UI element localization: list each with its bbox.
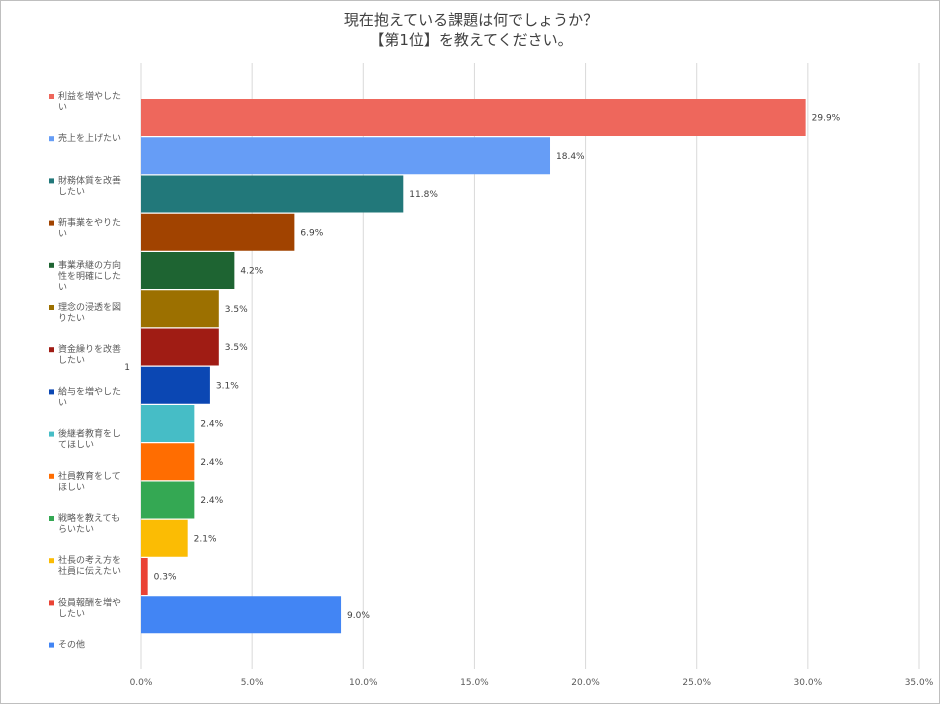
bar (141, 137, 551, 175)
legend-swatch (49, 220, 54, 226)
x-tick-label: 5.0% (241, 678, 264, 688)
bar-value-label: 11.8% (409, 190, 438, 200)
bar (141, 443, 195, 481)
legend-label: 事業承継の方向 (58, 259, 121, 271)
legend-label: てほしい (58, 440, 94, 451)
bar (141, 405, 195, 442)
legend-label: 財務体質を改善 (58, 174, 121, 186)
legend-swatch (49, 642, 54, 648)
legend: 利益を増やしたい売上を上げたい財務体質を改善したい新事業をやりたい事業承継の方向… (49, 90, 121, 651)
legend-label: らいたい (58, 524, 94, 535)
legend-label: 売上を上げたい (58, 132, 121, 144)
legend-swatch (49, 178, 54, 184)
legend-label: ほしい (58, 482, 85, 493)
legend-label: い (58, 230, 67, 240)
legend-label: その他 (58, 639, 85, 651)
chart-title-line-1: 現在抱えている課題は何でしょうか？ (344, 11, 598, 29)
legend-label: 性を明確にした (58, 270, 121, 282)
bar (141, 519, 188, 557)
bar-value-label: 2.4% (200, 458, 223, 468)
x-tick-label: 25.0% (682, 678, 711, 688)
legend-label: 理念の浸透を図 (58, 301, 121, 313)
bar-value-label: 18.4% (556, 152, 585, 162)
legend-label: したい (58, 608, 85, 619)
bar-value-label: 3.5% (225, 343, 248, 353)
bar (141, 213, 295, 251)
bar-value-label: 3.1% (216, 381, 239, 391)
legend-label: 戦略を教えても (58, 512, 120, 524)
category-axis-label: 1 (124, 363, 130, 373)
legend-label: 社長の考え方を (58, 554, 121, 566)
x-tick-label: 0.0% (130, 678, 153, 688)
x-tick-label: 10.0% (349, 678, 378, 688)
bar (141, 290, 219, 328)
legend-swatch (49, 94, 54, 99)
legend-swatch (49, 600, 54, 606)
bar-value-label: 2.4% (200, 496, 223, 506)
legend-label: 社員に伝えたい (58, 565, 121, 577)
bar (141, 99, 806, 136)
bar-value-label: 0.3% (154, 573, 177, 583)
legend-swatch (49, 516, 54, 521)
bar-value-label: 2.1% (194, 534, 217, 544)
bar (141, 252, 235, 289)
x-tick-label: 35.0% (905, 678, 934, 688)
bar-value-label: 4.2% (240, 267, 263, 277)
legend-label: 新事業をやりた (58, 217, 121, 229)
legend-label: 役員報酬を増や (58, 596, 121, 608)
bar-value-label: 3.5% (225, 305, 248, 315)
bar (141, 175, 404, 213)
chart-title-line-2: 【第1位】を教えてください。 (369, 31, 572, 49)
bar-value-label: 29.9% (812, 114, 841, 124)
legend-swatch (49, 431, 54, 437)
bar (141, 328, 219, 366)
legend-label: 給与を増やした (58, 385, 121, 397)
bar (141, 481, 195, 519)
legend-swatch (49, 389, 54, 395)
legend-label: 利益を増やした (58, 90, 121, 102)
legend-swatch (49, 262, 54, 268)
bar-value-label: 9.0% (347, 611, 370, 621)
bars (141, 99, 806, 634)
legend-swatch (49, 305, 54, 310)
bar (141, 596, 342, 634)
x-tick-label: 15.0% (460, 678, 489, 688)
legend-label: い (58, 103, 67, 113)
bar (141, 366, 210, 404)
legend-swatch (49, 136, 54, 142)
legend-label: 資金繰りを改善 (58, 343, 121, 355)
bar-value-label: 2.4% (200, 420, 223, 430)
legend-swatch (49, 347, 54, 353)
bar-value-label: 6.9% (300, 228, 323, 238)
legend-swatch (49, 473, 54, 479)
x-axis-ticks: 0.0% 5.0% 10.0% 15.0% 20.0% 25.0% 30.0% 35.0% (130, 678, 934, 688)
legend-label: したい (58, 355, 85, 366)
legend-label: い (58, 283, 67, 293)
x-tick-label: 20.0% (571, 678, 600, 688)
x-tick-label: 30.0% (794, 678, 823, 688)
legend-swatch (49, 558, 54, 564)
data-labels: 29.9% 18.4% 11.8% 6.9% 4.2% 3.5% 3.5% 3.1% 2.4% 2… (154, 114, 841, 621)
bar (141, 558, 148, 595)
legend-label: 後継者教育をし (58, 428, 121, 440)
legend-label: したい (58, 186, 85, 197)
legend-label: 社員教育をして (58, 470, 121, 482)
legend-label: い (58, 398, 67, 408)
legend-label: りたい (58, 313, 85, 324)
